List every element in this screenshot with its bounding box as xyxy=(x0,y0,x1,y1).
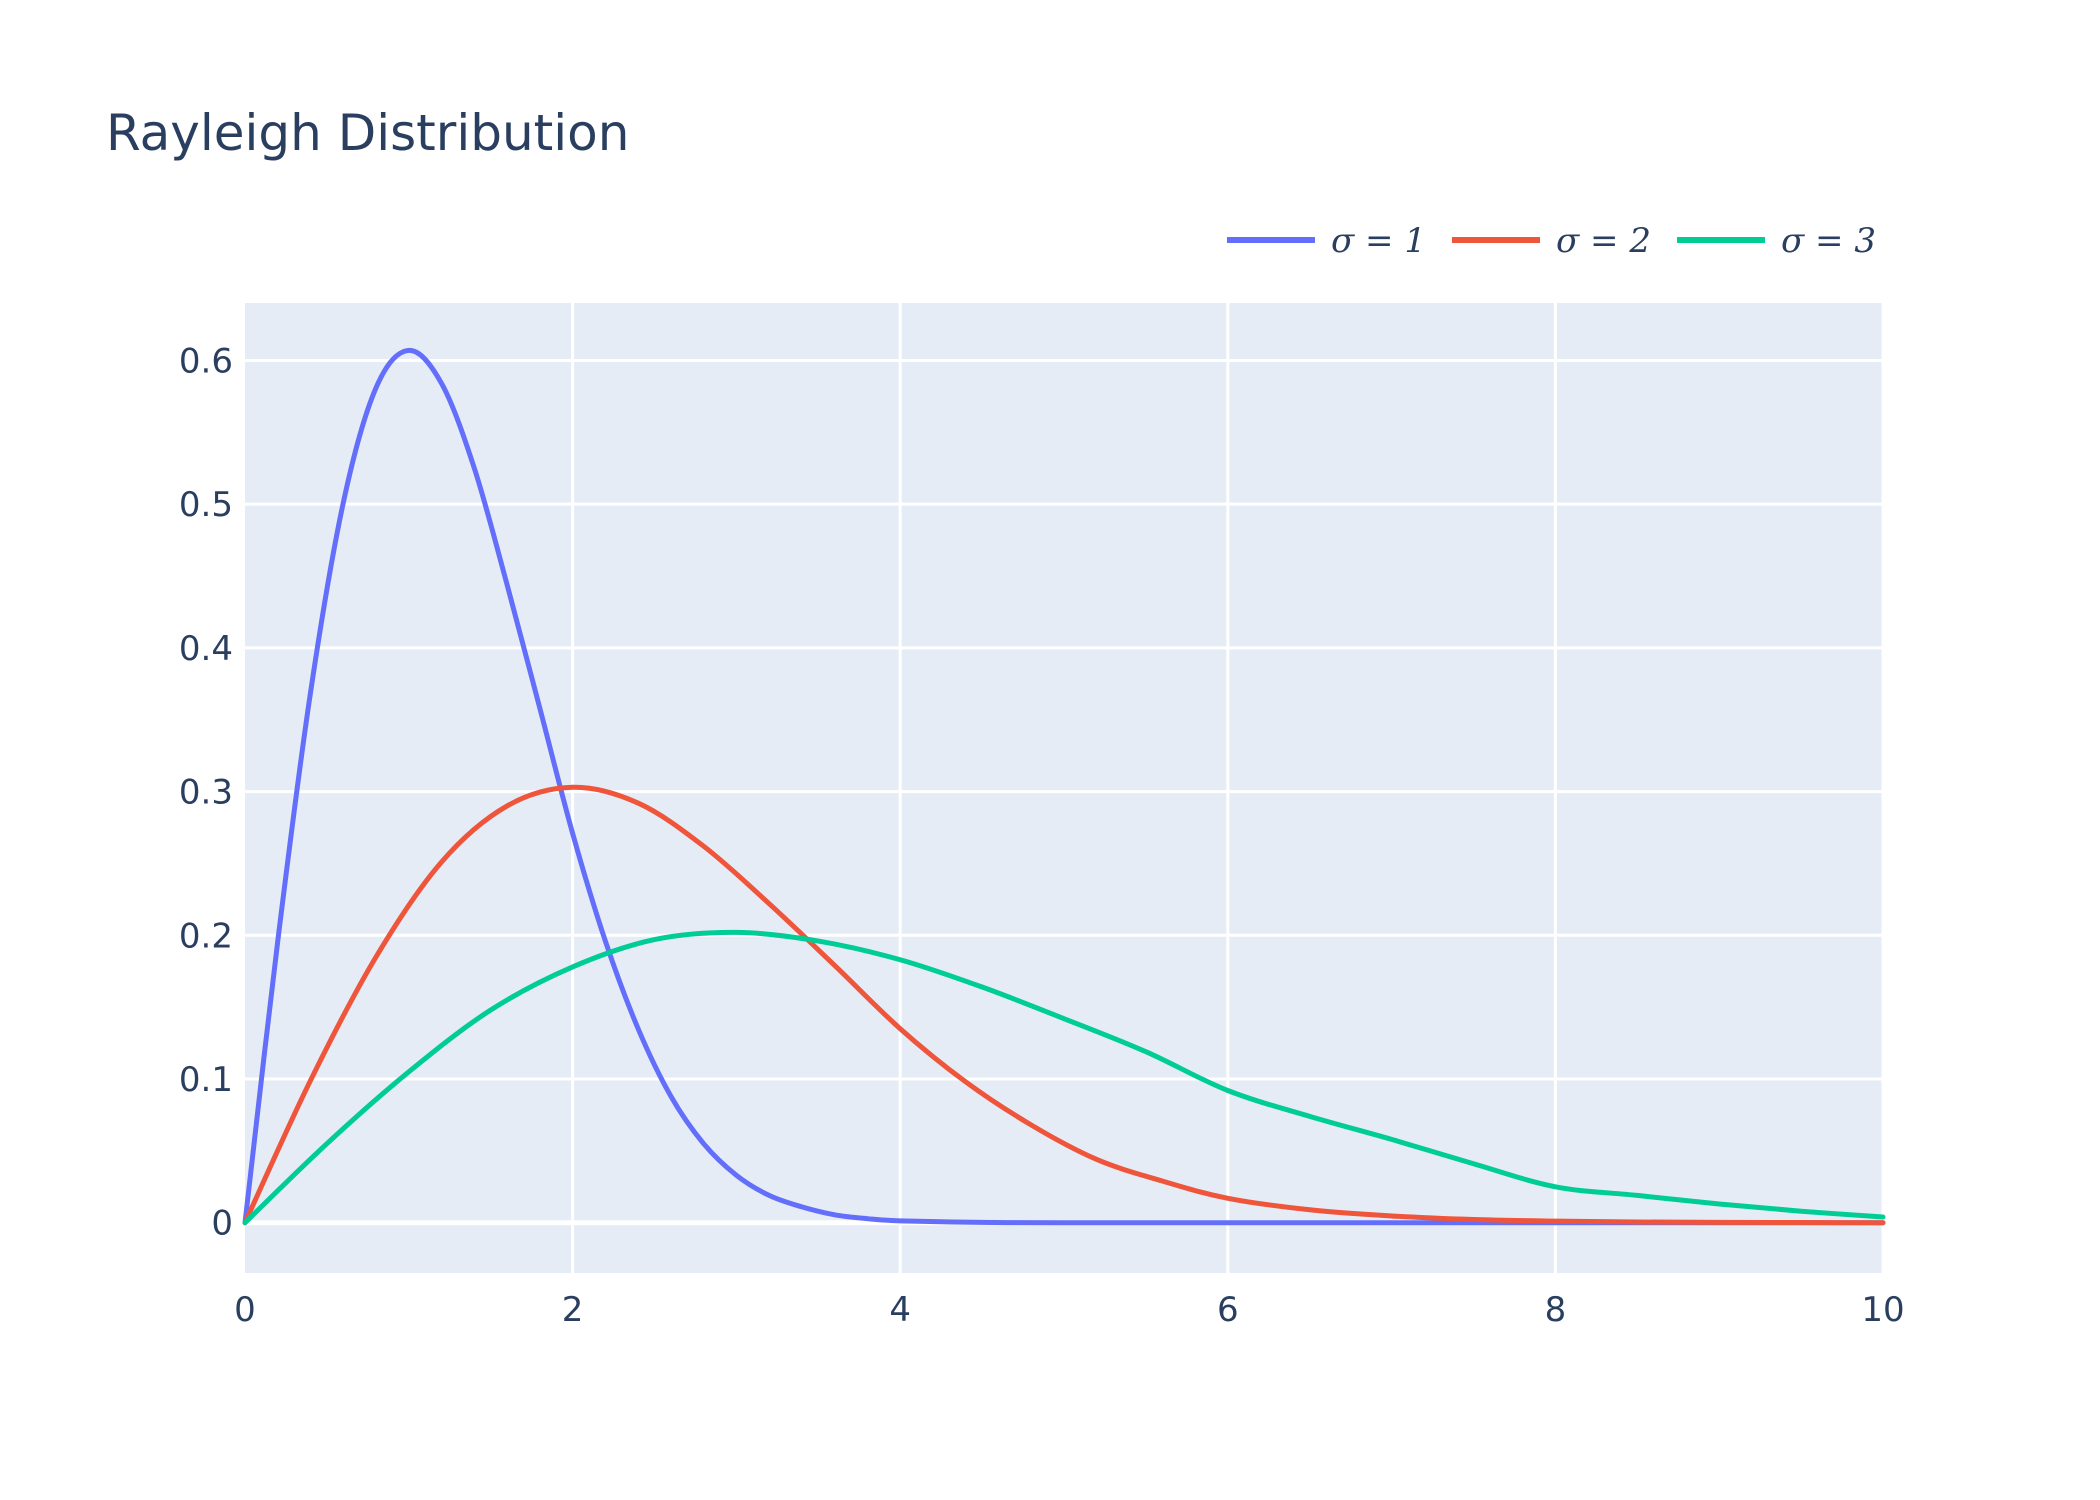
x-tick-label: 8 xyxy=(1545,1290,1567,1330)
chart-title: Rayleigh Distribution xyxy=(106,104,629,162)
y-tick-label: 0.2 xyxy=(179,916,233,956)
y-tick-label: 0.6 xyxy=(179,341,233,381)
x-tick-label: 0 xyxy=(234,1290,256,1330)
plot-area xyxy=(245,303,1883,1273)
legend-item-sigma-1[interactable]: σ = 1 xyxy=(1227,221,1426,261)
series-line-sigma-3 xyxy=(242,929,1886,1226)
legend-label: σ = 3 xyxy=(1781,221,1876,261)
y-tick-label: 0.1 xyxy=(179,1060,233,1100)
y-tick-label: 0.3 xyxy=(179,773,233,813)
y-axis-ticks: 0 0.1 0.2 0.3 0.4 0.5 0.6 xyxy=(179,341,233,1243)
y-tick-label: 0 xyxy=(211,1204,233,1244)
x-tick-label: 10 xyxy=(1861,1290,1904,1330)
x-tick-label: 4 xyxy=(889,1290,911,1330)
y-tick-label: 0.5 xyxy=(179,485,233,525)
legend-label: σ = 2 xyxy=(1556,221,1651,261)
x-tick-label: 2 xyxy=(562,1290,584,1330)
x-axis-ticks: 0 2 4 6 8 10 xyxy=(234,1290,1904,1330)
legend-item-sigma-3[interactable]: σ = 3 xyxy=(1677,221,1876,261)
legend-label: σ = 1 xyxy=(1331,221,1426,261)
legend[interactable]: σ = 1 σ = 2 σ = 3 xyxy=(1227,221,1876,261)
x-tick-label: 6 xyxy=(1217,1290,1239,1330)
series-lines xyxy=(242,347,1886,1226)
series-line-sigma-1 xyxy=(242,347,1886,1226)
y-tick-label: 0.4 xyxy=(179,629,233,669)
legend-item-sigma-2[interactable]: σ = 2 xyxy=(1452,221,1651,261)
series-line-sigma-2 xyxy=(242,784,1886,1226)
